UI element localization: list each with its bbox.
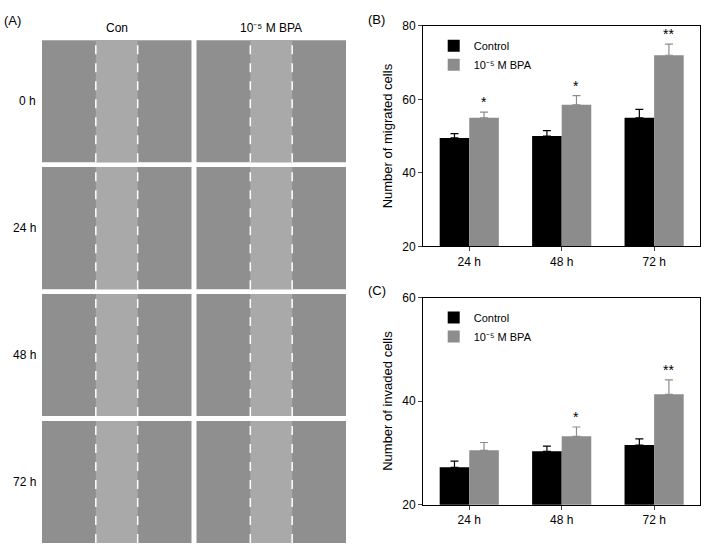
svg-text:40: 40 [402, 166, 416, 180]
svg-text:Number of migrated cells: Number of migrated cells [380, 63, 395, 208]
svg-text:0 h: 0 h [19, 94, 36, 108]
svg-text:24 h: 24 h [13, 221, 36, 235]
svg-text:48 h: 48 h [550, 513, 573, 527]
svg-text:(C): (C) [368, 283, 386, 298]
svg-text:20: 20 [402, 498, 416, 512]
svg-text:80: 80 [402, 19, 416, 33]
svg-text:48 h: 48 h [13, 348, 36, 362]
svg-text:**: ** [663, 26, 674, 42]
svg-text:24 h: 24 h [458, 513, 481, 527]
svg-text:72 h: 72 h [642, 255, 665, 269]
svg-text:60: 60 [402, 93, 416, 107]
svg-text:*: * [573, 409, 579, 425]
svg-text:24 h: 24 h [458, 255, 481, 269]
svg-text:Con: Con [106, 21, 128, 35]
svg-text:**: ** [663, 362, 674, 378]
svg-text:(B): (B) [368, 12, 385, 27]
svg-text:10⁻⁵ M BPA: 10⁻⁵ M BPA [240, 21, 302, 35]
svg-text:40: 40 [402, 394, 416, 408]
svg-text:72 h: 72 h [13, 475, 36, 489]
svg-text:60: 60 [402, 291, 416, 305]
svg-text:10⁻⁵ M BPA: 10⁻⁵ M BPA [474, 331, 532, 343]
svg-text:Control: Control [474, 312, 509, 324]
svg-text:*: * [573, 78, 579, 94]
svg-text:Number of invaded cells: Number of invaded cells [380, 331, 395, 471]
svg-text:*: * [481, 94, 487, 110]
svg-text:48 h: 48 h [550, 255, 573, 269]
svg-text:10⁻⁵ M BPA: 10⁻⁵ M BPA [474, 59, 532, 71]
svg-text:Control: Control [474, 40, 509, 52]
svg-text:72 h: 72 h [642, 513, 665, 527]
svg-text:20: 20 [402, 240, 416, 254]
svg-text:(A): (A) [4, 13, 21, 28]
